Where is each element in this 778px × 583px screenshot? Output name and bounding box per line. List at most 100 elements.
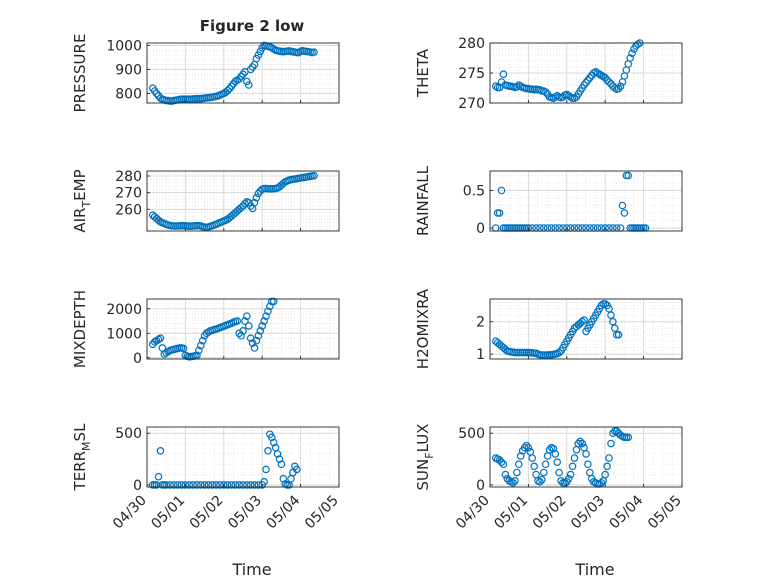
data-point <box>626 54 634 62</box>
y-tick-label: 0 <box>133 351 142 367</box>
data-point <box>524 443 533 452</box>
data-point <box>580 316 588 324</box>
data-point <box>292 465 301 474</box>
y-tick-label: 2000 <box>106 302 142 318</box>
y-tick-label: 0.5 <box>463 184 485 200</box>
data-point <box>568 462 577 471</box>
data-point <box>193 481 201 489</box>
subplot-theta: 270 275 280 THETA <box>414 36 683 112</box>
data-point <box>530 462 538 471</box>
data-point <box>258 322 267 330</box>
data-point <box>513 468 521 477</box>
data-point <box>152 481 161 489</box>
x-tick-label: 04/30 <box>453 493 493 533</box>
data-point <box>266 302 274 311</box>
x-axis-label-right: Time <box>574 560 614 579</box>
y-tick-label: 1000 <box>106 38 142 54</box>
data-point <box>154 216 163 224</box>
axes-box <box>146 426 340 488</box>
data-point <box>202 329 211 338</box>
y-axis-label: SUNFLUX <box>414 424 436 491</box>
x-axis-label-left: Time <box>231 560 271 579</box>
data-point <box>262 465 270 474</box>
data-point <box>243 312 251 320</box>
y-tick-label: 800 <box>115 86 142 102</box>
data-point <box>545 445 554 454</box>
data-point <box>279 179 288 188</box>
y-tick-label: 0 <box>133 478 142 494</box>
data-point <box>536 478 544 486</box>
data-point <box>628 49 636 58</box>
data-point <box>260 317 268 325</box>
data-point <box>156 334 165 342</box>
data-point <box>541 460 550 469</box>
data-point <box>196 341 205 350</box>
data-point <box>277 460 286 469</box>
data-point <box>250 481 259 489</box>
data-point <box>250 198 259 207</box>
data-point <box>497 458 506 466</box>
data-point <box>605 304 613 313</box>
data-point <box>522 441 531 450</box>
data-point <box>513 83 521 91</box>
data-point <box>237 203 245 212</box>
data-point <box>248 339 257 347</box>
data-point <box>231 481 240 489</box>
data-point <box>185 481 194 489</box>
data-point <box>607 439 615 448</box>
x-tick-label: 05/02 <box>187 493 227 533</box>
y-tick-label: 1 <box>476 347 485 363</box>
y-tick-label: 275 <box>458 66 485 82</box>
data-point <box>162 481 171 489</box>
axes-box <box>489 170 683 232</box>
data-point <box>260 478 268 486</box>
data-point <box>241 317 249 325</box>
data-point <box>181 481 190 489</box>
axes-box <box>489 298 683 360</box>
y-tick-label: 270 <box>458 96 485 112</box>
data-point <box>264 446 272 455</box>
data-point <box>269 438 278 447</box>
subplot-pressure: 800 900 1000 PRESSURE <box>71 34 340 112</box>
data-point <box>252 54 261 63</box>
data-point <box>150 338 159 346</box>
data-point <box>509 479 517 487</box>
data-point <box>256 327 265 335</box>
data-point <box>614 330 623 339</box>
data-point <box>156 446 165 455</box>
data-point <box>243 481 251 489</box>
x-tick-label: 05/05 <box>302 493 342 533</box>
data-point <box>609 429 617 438</box>
data-point <box>254 51 263 59</box>
data-point <box>616 82 625 91</box>
data-point <box>620 209 629 217</box>
data-point <box>252 193 261 202</box>
data-point <box>516 452 525 460</box>
y-tick-label: 0 <box>476 478 485 494</box>
data-point <box>212 481 220 489</box>
data-point <box>501 470 510 479</box>
figure-title: Figure 2 low <box>200 17 305 35</box>
y-tick-label: 500 <box>458 426 485 442</box>
axes-box <box>489 426 683 488</box>
data-point <box>193 351 201 360</box>
data-point <box>609 317 617 326</box>
data-point <box>189 481 197 489</box>
x-tick-label: 05/05 <box>645 493 685 533</box>
data-point <box>514 460 523 469</box>
data-point <box>166 481 174 489</box>
y-tick-label: 0 <box>476 221 485 237</box>
data-point <box>310 171 318 180</box>
data-point <box>511 476 519 485</box>
data-point <box>262 312 270 320</box>
data-point <box>173 481 182 489</box>
data-point <box>597 479 606 487</box>
data-point <box>601 470 610 479</box>
data-point <box>239 327 247 335</box>
data-point <box>244 81 253 89</box>
data-point <box>538 475 546 484</box>
data-point <box>528 454 537 462</box>
